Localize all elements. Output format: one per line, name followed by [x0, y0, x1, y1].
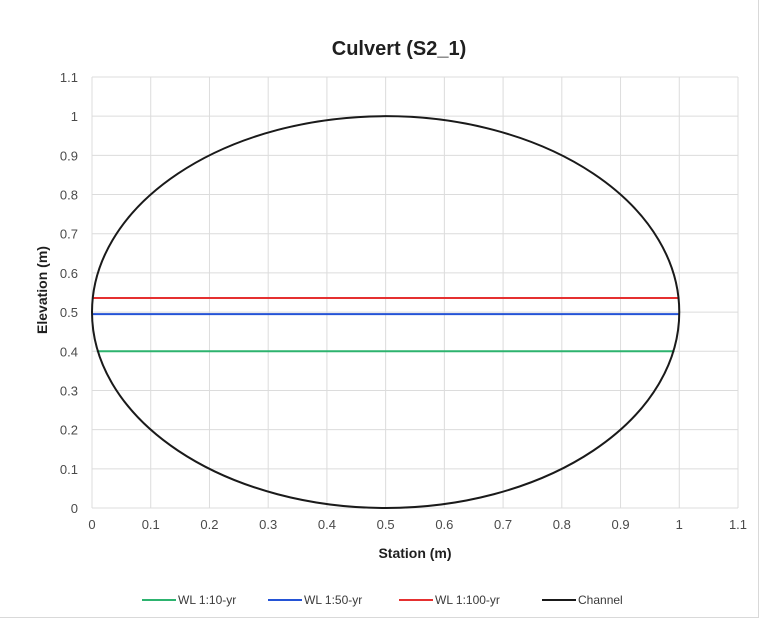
y-tick-label: 0.2 — [60, 423, 78, 438]
legend-label: WL 1:50-yr — [304, 593, 362, 607]
y-axis-title: Elevation (m) — [34, 246, 50, 334]
series-line-channel — [91, 115, 681, 509]
y-tick-label: 0.8 — [60, 188, 78, 203]
tick-labels: 0 0.1 0.2 0.3 0.4 0.5 0.6 0.7 0.8 0.9 1 1.1 0 0.1 0.2 0… — [60, 70, 747, 532]
plot-area — [91, 115, 681, 509]
chart-title: Culvert (S2_1) — [332, 38, 467, 60]
x-tick-label: 1 — [676, 517, 683, 532]
legend-label: WL 1:10-yr — [178, 593, 236, 607]
y-tick-label: 0.9 — [60, 148, 78, 163]
y-tick-label: 0.4 — [60, 344, 78, 359]
x-tick-label: 0.9 — [612, 517, 630, 532]
x-tick-label: 0.8 — [553, 517, 571, 532]
y-tick-label: 0.6 — [60, 266, 78, 281]
y-tick-label: 0.5 — [60, 305, 78, 320]
y-tick-label: 0.1 — [60, 462, 78, 477]
grid — [91, 76, 739, 509]
x-tick-label: 0.2 — [200, 517, 218, 532]
legend-label: Channel — [578, 593, 623, 607]
x-tick-label: 1.1 — [729, 517, 747, 532]
x-tick-label: 0.7 — [494, 517, 512, 532]
y-tick-label: 0.3 — [60, 383, 78, 398]
x-axis-title: Station (m) — [378, 545, 451, 561]
y-tick-label: 0 — [71, 501, 78, 516]
x-tick-label: 0.6 — [435, 517, 453, 532]
y-tick-label: 1 — [71, 109, 78, 124]
x-tick-label: 0.1 — [142, 517, 160, 532]
y-tick-label: 0.7 — [60, 227, 78, 242]
x-tick-label: 0.3 — [259, 517, 277, 532]
x-tick-label: 0.4 — [318, 517, 336, 532]
x-tick-label: 0 — [88, 517, 95, 532]
legend: WL 1:10-yr WL 1:50-yr WL 1:100-yr Channel — [142, 593, 623, 607]
x-tick-label: 0.5 — [377, 517, 395, 532]
y-tick-label: 1.1 — [60, 70, 78, 85]
legend-label: WL 1:100-yr — [435, 593, 500, 607]
